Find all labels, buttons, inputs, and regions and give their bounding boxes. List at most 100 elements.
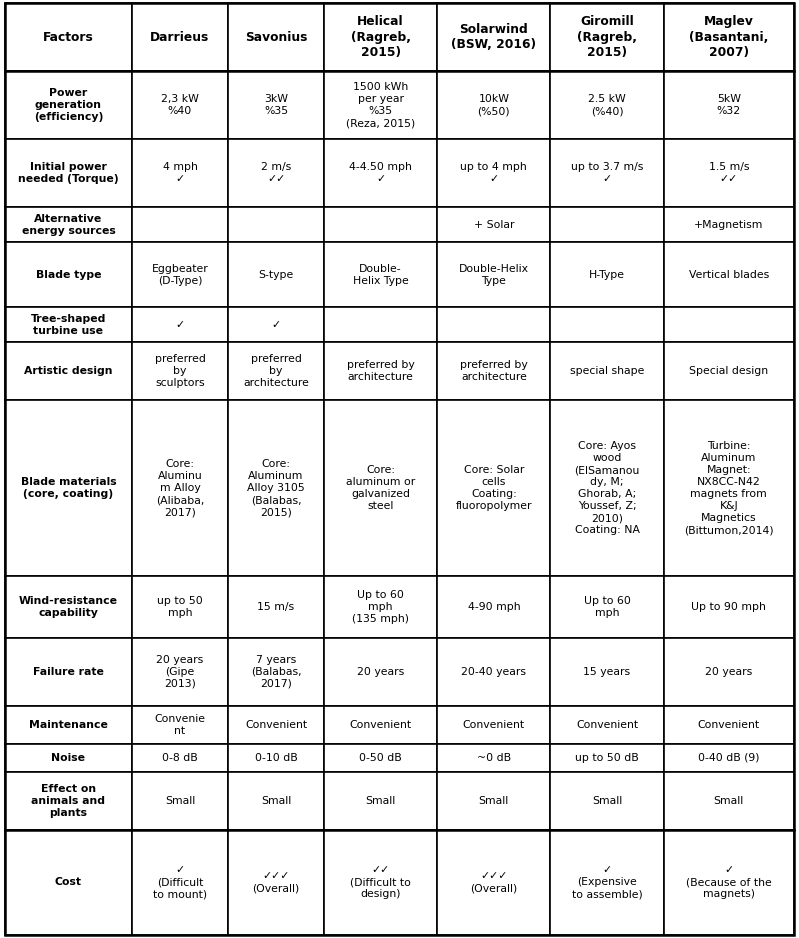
Text: +Magnetism: +Magnetism [694, 219, 764, 230]
Bar [5, 401, 132, 576]
Text: Maglev
(Basantani,
2007): Maglev (Basantani, 2007) [689, 15, 769, 59]
Text: 15 years: 15 years [583, 667, 630, 676]
Bar [228, 772, 324, 830]
Bar [664, 308, 794, 342]
Text: Noise: Noise [51, 753, 85, 763]
Text: ✓✓✓
(Overall): ✓✓✓ (Overall) [252, 871, 300, 893]
Text: Cost: Cost [55, 877, 82, 887]
Text: Blade materials
(core, coating): Blade materials (core, coating) [21, 477, 117, 499]
Text: 1.5 m/s
✓✓: 1.5 m/s ✓✓ [709, 162, 749, 184]
Text: preferred
by
architecture: preferred by architecture [243, 355, 309, 388]
Text: Up to 90 mph: Up to 90 mph [691, 601, 766, 612]
Bar [551, 139, 664, 207]
Text: Core: Solar
cells
Coating:
fluoropolymer: Core: Solar cells Coating: fluoropolymer [455, 465, 532, 511]
Bar [551, 3, 664, 71]
Text: Convenient: Convenient [245, 719, 307, 730]
Bar [132, 772, 228, 830]
Text: Darrieus: Darrieus [150, 31, 209, 43]
Bar [5, 308, 132, 342]
Text: Artistic design: Artistic design [24, 367, 113, 376]
Bar [132, 401, 228, 576]
Bar [437, 638, 551, 705]
Bar [228, 576, 324, 638]
Bar [437, 830, 551, 935]
Text: 7 years
(Balabas,
2017): 7 years (Balabas, 2017) [251, 655, 301, 688]
Text: 2 m/s
✓✓: 2 m/s ✓✓ [261, 162, 291, 184]
Bar [664, 342, 794, 401]
Bar [5, 830, 132, 935]
Bar [664, 139, 794, 207]
Text: Special design: Special design [690, 367, 769, 376]
Text: Core:
Aluminu
m Alloy
(Alibaba,
2017): Core: Aluminu m Alloy (Alibaba, 2017) [156, 459, 204, 517]
Text: Small: Small [365, 795, 396, 806]
Text: 4-4.50 mph
✓: 4-4.50 mph ✓ [349, 162, 412, 184]
Bar [228, 139, 324, 207]
Text: Small: Small [165, 795, 195, 806]
Text: Convenie
nt: Convenie nt [154, 714, 205, 735]
Bar [437, 139, 551, 207]
Bar [5, 207, 132, 242]
Text: 1500 kWh
per year
%35
(Reza, 2015): 1500 kWh per year %35 (Reza, 2015) [346, 83, 415, 129]
Text: ✓
(Because of the
magnets): ✓ (Because of the magnets) [686, 866, 772, 900]
Text: Maintenance: Maintenance [29, 719, 108, 730]
Bar [132, 342, 228, 401]
Text: ✓
(Difficult
to mount): ✓ (Difficult to mount) [153, 866, 207, 900]
Text: Small: Small [714, 795, 744, 806]
Text: Tree-shaped
turbine use: Tree-shaped turbine use [31, 314, 106, 336]
Text: 5kW
%32: 5kW %32 [717, 94, 741, 116]
Text: ✓
(Expensive
to assemble): ✓ (Expensive to assemble) [571, 866, 642, 900]
Text: Alternative
energy sources: Alternative energy sources [22, 214, 115, 235]
Text: Factors: Factors [43, 31, 93, 43]
Bar [324, 3, 437, 71]
Bar [132, 139, 228, 207]
Bar [437, 242, 551, 308]
Text: Convenient: Convenient [463, 719, 525, 730]
Bar [228, 3, 324, 71]
Text: 4 mph
✓: 4 mph ✓ [162, 162, 197, 184]
Text: Small: Small [592, 795, 622, 806]
Bar [132, 207, 228, 242]
Bar [437, 207, 551, 242]
Bar [551, 71, 664, 139]
Text: H-Type: H-Type [589, 270, 625, 280]
Text: 20 years
(Gipe
2013): 20 years (Gipe 2013) [157, 655, 204, 688]
Bar [324, 744, 437, 772]
Text: Helical
(Ragreb,
2015): Helical (Ragreb, 2015) [351, 15, 411, 59]
Bar [437, 744, 551, 772]
Bar [664, 3, 794, 71]
Text: Failure rate: Failure rate [33, 667, 104, 676]
Text: 2.5 kW
(%40): 2.5 kW (%40) [588, 94, 626, 116]
Text: preferred by
architecture: preferred by architecture [460, 360, 527, 383]
Bar [228, 71, 324, 139]
Text: Savonius: Savonius [244, 31, 307, 43]
Text: Double-Helix
Type: Double-Helix Type [459, 264, 529, 286]
Bar [228, 744, 324, 772]
Bar [324, 71, 437, 139]
Bar [664, 242, 794, 308]
Bar [664, 71, 794, 139]
Text: preferred by
architecture: preferred by architecture [347, 360, 415, 383]
Bar [228, 638, 324, 705]
Bar [324, 242, 437, 308]
Bar [437, 401, 551, 576]
Text: up to 3.7 m/s
✓: up to 3.7 m/s ✓ [570, 162, 643, 184]
Text: Giromill
(Ragreb,
2015): Giromill (Ragreb, 2015) [577, 15, 637, 59]
Bar [132, 3, 228, 71]
Text: 4-90 mph: 4-90 mph [467, 601, 520, 612]
Text: special shape: special shape [570, 367, 644, 376]
Text: up to 4 mph
✓: up to 4 mph ✓ [460, 162, 527, 184]
Bar [5, 638, 132, 705]
Text: 0-10 dB: 0-10 dB [255, 753, 297, 763]
Text: Turbine:
Aluminum
Magnet:
NX8CC-N42
magnets from
K&J
Magnetics
(Bittumon,2014): Turbine: Aluminum Magnet: NX8CC-N42 magn… [684, 441, 773, 535]
Bar [551, 342, 664, 401]
Text: ✓: ✓ [176, 320, 185, 330]
Bar [324, 139, 437, 207]
Text: 15 m/s: 15 m/s [257, 601, 295, 612]
Bar [5, 139, 132, 207]
Text: ✓✓
(Difficult to
design): ✓✓ (Difficult to design) [350, 866, 411, 900]
Bar [664, 401, 794, 576]
Bar [5, 242, 132, 308]
Bar [664, 830, 794, 935]
Text: Double-
Helix Type: Double- Helix Type [352, 264, 408, 286]
Bar [551, 308, 664, 342]
